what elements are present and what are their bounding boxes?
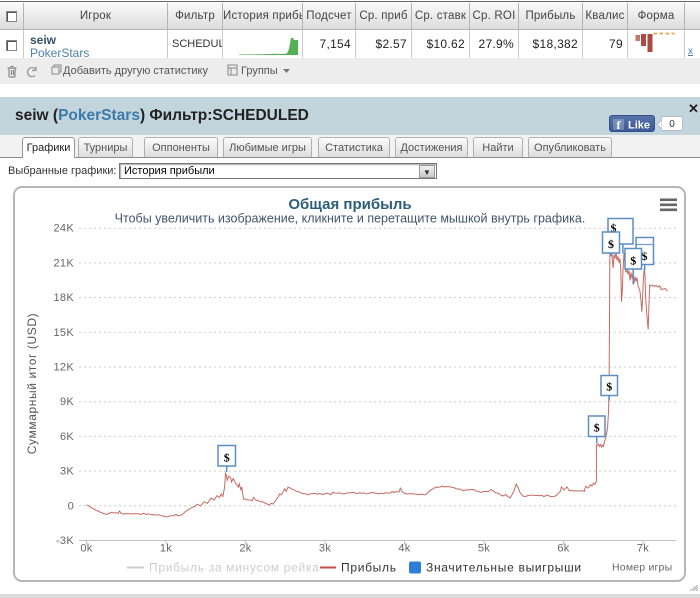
svg-text:Like: Like bbox=[628, 120, 650, 132]
svg-text:Суммарный итог (USD): Суммарный итог (USD) bbox=[25, 312, 39, 453]
svg-text:2k: 2k bbox=[239, 542, 251, 554]
svg-text:15K: 15K bbox=[54, 326, 75, 338]
svg-text:0: 0 bbox=[68, 500, 74, 512]
svg-text:6k: 6k bbox=[557, 542, 569, 554]
svg-text:$: $ bbox=[611, 221, 617, 235]
svg-text:6K: 6K bbox=[60, 430, 74, 442]
svg-text:1k: 1k bbox=[160, 542, 172, 554]
svg-text:7k: 7k bbox=[637, 542, 649, 554]
svg-text:Чтобы увеличить изображение, к: Чтобы увеличить изображение, кликните и … bbox=[115, 211, 586, 225]
svg-text:3K: 3K bbox=[60, 465, 74, 477]
svg-text:12K: 12K bbox=[54, 361, 75, 373]
svg-text:Номер игры: Номер игры bbox=[612, 561, 672, 573]
svg-text:18K: 18K bbox=[54, 292, 75, 304]
svg-text:5k: 5k bbox=[478, 542, 490, 554]
svg-text:$: $ bbox=[606, 379, 612, 393]
svg-text:f: f bbox=[617, 118, 622, 132]
svg-text:-3K: -3K bbox=[56, 535, 74, 547]
svg-text:$: $ bbox=[224, 450, 230, 464]
svg-text:3k: 3k bbox=[319, 542, 331, 554]
svg-text:$: $ bbox=[630, 253, 636, 267]
svg-text:9K: 9K bbox=[60, 396, 74, 408]
svg-text:$: $ bbox=[594, 420, 600, 434]
svg-text:Прибыль за минусом рейка: Прибыль за минусом рейка bbox=[149, 560, 319, 574]
svg-text:0k: 0k bbox=[80, 542, 92, 554]
svg-text:Прибыль: Прибыль bbox=[341, 560, 397, 574]
svg-text:Значительные выигрыши: Значительные выигрыши bbox=[426, 560, 582, 574]
svg-text:21K: 21K bbox=[54, 257, 75, 269]
svg-text:Общая прибыль: Общая прибыль bbox=[288, 196, 411, 213]
svg-text:$: $ bbox=[642, 249, 648, 263]
svg-text:$: $ bbox=[608, 237, 614, 251]
svg-text:4k: 4k bbox=[398, 542, 410, 554]
svg-text:24K: 24K bbox=[54, 222, 75, 234]
